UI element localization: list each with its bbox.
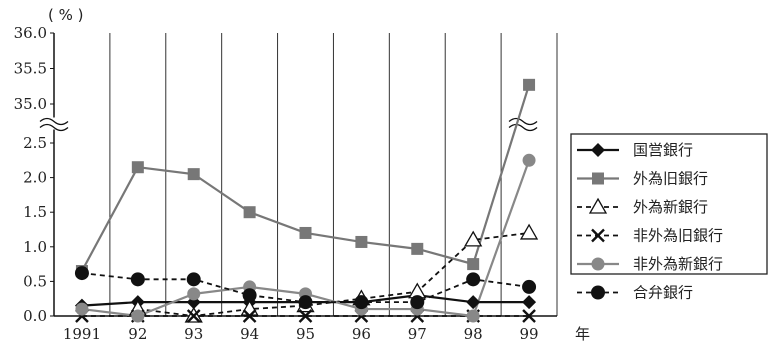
legend-item: 国営銀行 xyxy=(577,141,693,159)
y-tick-label: 1.0 xyxy=(23,238,47,256)
legend-label: 国営銀行 xyxy=(633,141,693,159)
legend-item: 非外為新銀行 xyxy=(577,255,723,273)
legend-item: 外為旧銀行 xyxy=(577,170,708,188)
data-point xyxy=(242,288,257,303)
data-point xyxy=(410,295,425,310)
data-point xyxy=(131,309,145,323)
legend-item: 合弁銀行 xyxy=(577,284,693,302)
legend-marker xyxy=(591,143,605,157)
axis-break-mark xyxy=(508,117,538,132)
legend-marker xyxy=(591,257,605,271)
legend-item: 非外為旧銀行 xyxy=(577,227,723,245)
data-point xyxy=(74,266,89,281)
data-point xyxy=(411,242,424,255)
x-tick-label: 94 xyxy=(240,325,259,343)
y-tick-label: 0.0 xyxy=(23,307,47,325)
legend-marker xyxy=(591,285,605,300)
data-point xyxy=(298,295,313,310)
data-point xyxy=(464,230,483,247)
data-point xyxy=(522,295,537,310)
data-point xyxy=(466,295,481,310)
data-point xyxy=(131,161,144,174)
data-point xyxy=(242,309,257,323)
data-point xyxy=(522,309,536,323)
legend-label: 合弁銀行 xyxy=(633,284,693,302)
data-point xyxy=(75,302,89,316)
y-tick-label: 36.0 xyxy=(14,24,47,42)
legend-label: 非外為旧銀行 xyxy=(633,227,723,245)
data-point xyxy=(519,223,539,240)
x-tick-label: 98 xyxy=(464,325,483,343)
y-tick-label: 35.5 xyxy=(14,60,47,78)
series-line-3 xyxy=(137,232,530,317)
series-line-2 xyxy=(80,84,531,272)
data-point xyxy=(298,309,313,323)
legend-box xyxy=(570,133,768,275)
data-point xyxy=(355,235,368,248)
y-tick-label: 2.5 xyxy=(23,134,47,152)
data-point xyxy=(299,226,312,239)
axis-break-mark xyxy=(39,117,69,132)
x-tick-label: 1991 xyxy=(63,325,101,343)
x-tick-label: 99 xyxy=(520,325,539,343)
x-tick-label: 96 xyxy=(352,325,371,343)
data-point xyxy=(522,153,536,167)
legend-marker xyxy=(588,197,608,214)
data-point xyxy=(354,295,369,310)
legend-label: 外為旧銀行 xyxy=(633,170,708,188)
legend-label: 非外為新銀行 xyxy=(633,255,723,273)
legend-marker xyxy=(591,228,605,243)
y-tick-label: 0.5 xyxy=(23,272,47,290)
data-point xyxy=(466,309,480,323)
data-point xyxy=(130,272,145,287)
data-point xyxy=(243,206,256,219)
x-axis-suffix: 年 xyxy=(575,325,590,343)
y-tick-label: 1.5 xyxy=(23,203,47,221)
data-point xyxy=(523,78,536,91)
x-tick-label: 93 xyxy=(184,325,203,343)
x-tick-label: 92 xyxy=(128,325,147,343)
data-point xyxy=(187,168,200,181)
data-point xyxy=(522,279,537,294)
data-point xyxy=(186,272,201,287)
unit-label: ( % ) xyxy=(48,6,84,24)
y-tick-label: 35.0 xyxy=(14,95,47,113)
data-point xyxy=(467,258,480,271)
legend-marker xyxy=(592,172,604,185)
legend-label: 外為新銀行 xyxy=(633,198,708,216)
data-point xyxy=(186,309,201,323)
data-point xyxy=(466,272,481,287)
legend-item: 外為新銀行 xyxy=(577,197,708,216)
x-tick-label: 97 xyxy=(408,325,427,343)
x-tick-label: 95 xyxy=(296,325,315,343)
y-tick-label: 2.0 xyxy=(23,169,47,187)
data-point xyxy=(187,287,201,301)
